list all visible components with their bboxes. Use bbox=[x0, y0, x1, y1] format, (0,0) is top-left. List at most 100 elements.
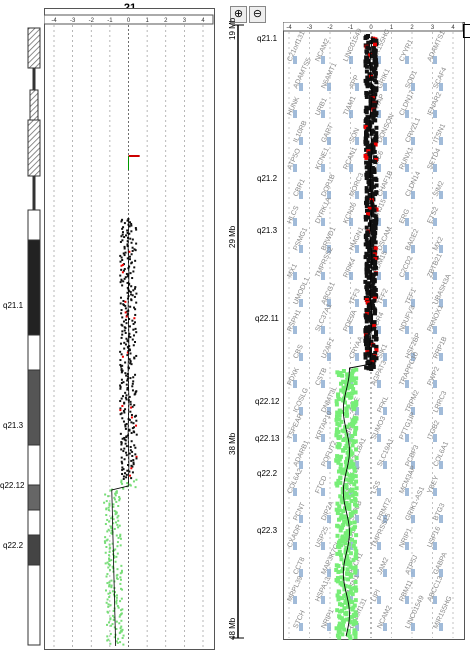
data-point bbox=[122, 477, 125, 480]
data-point bbox=[132, 322, 135, 325]
right-band-label: q22.12 bbox=[255, 397, 280, 406]
data-point bbox=[352, 520, 357, 525]
data-point bbox=[107, 566, 110, 569]
data-point bbox=[103, 540, 106, 543]
gene-box bbox=[327, 569, 331, 577]
data-point bbox=[110, 529, 113, 532]
data-point bbox=[123, 245, 126, 248]
data-point bbox=[126, 388, 129, 391]
data-point bbox=[106, 530, 109, 533]
data-point bbox=[373, 71, 378, 76]
gene-box bbox=[411, 407, 415, 415]
right-scale-tick: -4 bbox=[286, 25, 292, 31]
data-point bbox=[349, 614, 354, 619]
data-point bbox=[372, 93, 377, 98]
data-point bbox=[108, 621, 111, 624]
data-point bbox=[348, 452, 353, 457]
gene-box bbox=[377, 326, 381, 334]
data-point bbox=[134, 259, 137, 262]
data-point bbox=[363, 295, 368, 300]
data-point bbox=[335, 533, 340, 538]
data-point bbox=[346, 548, 351, 553]
mb-label: 48 Mb bbox=[228, 617, 237, 640]
scroll-handle[interactable] bbox=[463, 24, 470, 38]
data-point bbox=[345, 375, 350, 380]
data-point bbox=[347, 507, 352, 512]
data-point bbox=[123, 236, 126, 239]
data-point bbox=[351, 612, 356, 617]
gene-box bbox=[299, 515, 303, 523]
gene-box bbox=[411, 515, 415, 523]
gene-box bbox=[439, 461, 443, 469]
zoom-out-button[interactable]: ⊖ bbox=[249, 6, 266, 23]
data-point bbox=[125, 383, 128, 386]
data-point bbox=[119, 535, 122, 538]
right-scale-tick: -1 bbox=[348, 25, 354, 31]
data-point bbox=[124, 442, 127, 445]
data-point bbox=[366, 366, 371, 371]
data-point bbox=[372, 177, 377, 182]
data-point bbox=[128, 358, 131, 361]
data-point bbox=[369, 366, 374, 371]
data-point bbox=[372, 326, 377, 331]
data-point bbox=[364, 251, 369, 256]
data-point bbox=[335, 633, 340, 638]
data-point bbox=[112, 518, 115, 521]
data-point bbox=[364, 342, 369, 347]
data-point bbox=[364, 208, 369, 213]
right-scale-tick: -2 bbox=[327, 25, 333, 31]
data-point bbox=[342, 400, 347, 405]
data-point bbox=[341, 619, 346, 624]
data-point bbox=[115, 640, 118, 643]
data-point bbox=[119, 387, 122, 390]
data-point bbox=[129, 360, 132, 363]
data-point bbox=[119, 407, 122, 410]
data-point bbox=[366, 275, 371, 280]
gene-box bbox=[433, 326, 437, 334]
data-point bbox=[120, 619, 123, 622]
data-point bbox=[122, 381, 125, 384]
data-point bbox=[344, 561, 349, 566]
data-point bbox=[133, 393, 136, 396]
data-point bbox=[345, 450, 350, 455]
data-point bbox=[347, 473, 352, 478]
data-point bbox=[350, 369, 355, 374]
zoom-in-button[interactable]: ⊕ bbox=[230, 6, 247, 23]
data-point bbox=[131, 450, 134, 453]
data-point bbox=[374, 111, 379, 116]
data-point bbox=[364, 147, 369, 152]
gene-box bbox=[405, 434, 409, 442]
data-point bbox=[124, 311, 127, 314]
data-point bbox=[366, 338, 371, 343]
data-point bbox=[119, 582, 122, 585]
gene-box bbox=[293, 56, 297, 64]
data-point bbox=[366, 60, 371, 65]
data-point bbox=[120, 571, 123, 574]
data-point bbox=[374, 348, 379, 353]
data-point bbox=[115, 628, 118, 630]
data-point bbox=[122, 487, 125, 490]
data-point bbox=[340, 486, 345, 491]
data-point bbox=[368, 152, 373, 157]
data-point bbox=[334, 458, 339, 463]
data-point bbox=[339, 575, 344, 580]
data-point bbox=[126, 245, 129, 248]
data-point bbox=[352, 440, 357, 445]
data-point bbox=[104, 523, 107, 526]
gene-box bbox=[377, 434, 381, 442]
data-point bbox=[365, 75, 370, 80]
data-point bbox=[135, 301, 138, 304]
data-point bbox=[106, 635, 109, 638]
data-point bbox=[120, 279, 123, 282]
data-point bbox=[118, 497, 121, 500]
gene-box bbox=[377, 488, 381, 496]
data-point bbox=[134, 453, 137, 456]
data-point bbox=[372, 149, 377, 154]
gene-box bbox=[433, 164, 437, 172]
data-point bbox=[120, 597, 123, 600]
data-point bbox=[371, 50, 376, 55]
data-point bbox=[125, 473, 128, 476]
data-point bbox=[110, 584, 113, 587]
left-scale-tick: -3 bbox=[70, 18, 76, 24]
data-point bbox=[371, 258, 376, 263]
